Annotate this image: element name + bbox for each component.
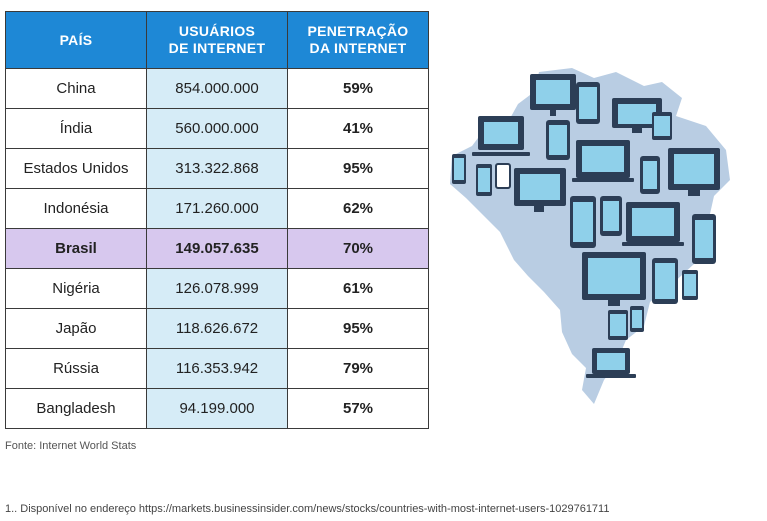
table-row: Estados Unidos 313.322.868 95%: [5, 148, 429, 189]
penetration-cell: 41%: [287, 108, 429, 149]
penetration-cell: 95%: [287, 148, 429, 189]
country-cell: Bangladesh: [5, 388, 147, 429]
footnote: 1.. Disponível no endereço https://marke…: [5, 503, 610, 515]
table-row: Indonésia 171.260.000 62%: [5, 188, 429, 229]
table-row-highlighted: Brasil 149.057.635 70%: [5, 228, 429, 269]
header-users-label: USUÁRIOS DE INTERNET: [168, 23, 266, 56]
header-penetration-label: PENETRAÇÃO DA INTERNET: [307, 23, 409, 56]
country-cell: China: [5, 68, 147, 109]
header-country-label: PAÍS: [59, 31, 93, 48]
penetration-cell: 70%: [287, 228, 429, 269]
country-cell: Estados Unidos: [5, 148, 147, 189]
table-row: China 854.000.000 59%: [5, 68, 429, 109]
users-cell: 171.260.000: [146, 188, 288, 229]
users-cell: 313.322.868: [146, 148, 288, 189]
penetration-cell: 61%: [287, 268, 429, 309]
penetration-cell: 62%: [287, 188, 429, 229]
users-cell: 854.000.000: [146, 68, 288, 109]
table-row: Índia 560.000.000 41%: [5, 108, 429, 149]
header-users: USUÁRIOS DE INTERNET: [146, 11, 288, 69]
users-cell: 126.078.999: [146, 268, 288, 309]
table-body: China 854.000.000 59% Índia 560.000.000 …: [5, 68, 429, 429]
users-cell: 94.199.000: [146, 388, 288, 429]
brazil-map-with-devices-icon: [444, 64, 734, 409]
penetration-cell: 79%: [287, 348, 429, 389]
header-country: PAÍS: [5, 11, 147, 69]
country-cell: Nigéria: [5, 268, 147, 309]
users-cell: 149.057.635: [146, 228, 288, 269]
table-row: Nigéria 126.078.999 61%: [5, 268, 429, 309]
internet-users-table-wrapper: PAÍS USUÁRIOS DE INTERNET PENETRAÇÃO DA …: [5, 11, 429, 429]
internet-users-table: PAÍS USUÁRIOS DE INTERNET PENETRAÇÃO DA …: [5, 11, 429, 429]
source-caption: Fonte: Internet World Stats: [5, 440, 137, 452]
table-row: Bangladesh 94.199.000 57%: [5, 388, 429, 429]
header-penetration: PENETRAÇÃO DA INTERNET: [287, 11, 429, 69]
users-cell: 118.626.672: [146, 308, 288, 349]
users-cell: 116.353.942: [146, 348, 288, 389]
table-header-row: PAÍS USUÁRIOS DE INTERNET PENETRAÇÃO DA …: [5, 11, 429, 69]
table-row: Japão 118.626.672 95%: [5, 308, 429, 349]
country-cell: Índia: [5, 108, 147, 149]
table-row: Rússia 116.353.942 79%: [5, 348, 429, 389]
penetration-cell: 57%: [287, 388, 429, 429]
country-cell: Japão: [5, 308, 147, 349]
penetration-cell: 95%: [287, 308, 429, 349]
country-cell: Rússia: [5, 348, 147, 389]
country-cell: Brasil: [5, 228, 147, 269]
users-cell: 560.000.000: [146, 108, 288, 149]
penetration-cell: 59%: [287, 68, 429, 109]
country-cell: Indonésia: [5, 188, 147, 229]
